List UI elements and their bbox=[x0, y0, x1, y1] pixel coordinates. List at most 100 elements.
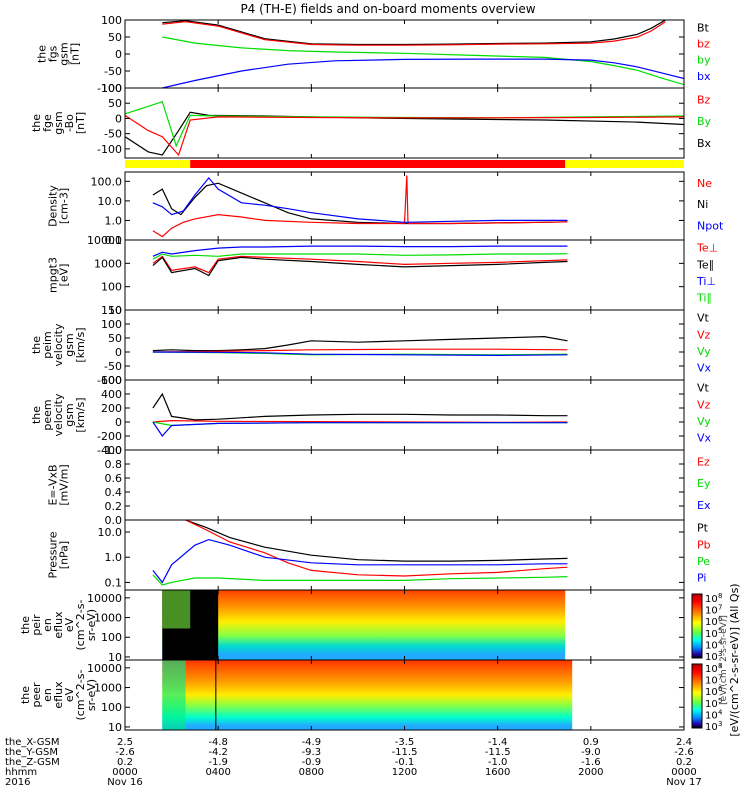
fge-ytick-label: 100 bbox=[101, 82, 122, 95]
fge-ytick-label: 0 bbox=[115, 112, 122, 125]
fge-series-1 bbox=[125, 100, 684, 148]
ephem-z-value: -1.0 bbox=[488, 757, 508, 768]
peem_velocity-series-3 bbox=[152, 421, 568, 437]
colorbar-0-tick-exp: 7 bbox=[718, 604, 722, 612]
fge-ylabel-line: fge bbox=[41, 114, 54, 132]
peem_velocity-ylabel-line: peem bbox=[41, 399, 54, 430]
efield-ylabel-line: E=-VxB bbox=[47, 464, 60, 505]
efield-ytick-label: 0.8 bbox=[105, 458, 123, 471]
colorbar-0-tick-base: 10 bbox=[705, 640, 718, 651]
panels-group: 100500-50-100thefgsgsm[nT]Btbzbybx100500… bbox=[19, 14, 724, 734]
peim_velocity-ylabel-line: [km/s] bbox=[74, 327, 87, 362]
ephem-y-value: -9.3 bbox=[302, 747, 322, 758]
efield-legend-0: Ez bbox=[697, 455, 710, 468]
peem_velocity-legend-3: Vx bbox=[697, 432, 712, 445]
colorbar-1-tick-exp: 8 bbox=[718, 662, 722, 670]
density-legend-2: Npot bbox=[697, 219, 724, 232]
peem_velocity-ytick-label: -200 bbox=[97, 430, 122, 443]
colorbar-1-tick-base: 10 bbox=[705, 664, 718, 675]
ephem-z-value: -1.9 bbox=[208, 757, 228, 768]
peem_velocity-ytick-label: -400 bbox=[97, 444, 122, 457]
peer_en_eflux-ylabel-line: the bbox=[19, 686, 32, 704]
fge-ylabel-line: gsm bbox=[52, 111, 65, 134]
fge-ylabel-line: [nT] bbox=[74, 112, 87, 134]
colorbar-0-tick-exp: 3 bbox=[718, 650, 722, 658]
peer_en_eflux-ytick-label: 1000 bbox=[94, 682, 122, 695]
pressure-ylabel-line: [nPa] bbox=[58, 541, 71, 569]
peem_velocity-ylabel-line: the bbox=[30, 406, 43, 424]
colorbar-1-tick-base: 10 bbox=[705, 676, 718, 687]
pressure-legend-0: Pt bbox=[697, 522, 709, 535]
density-ytick-label: 1.0 bbox=[105, 214, 123, 227]
ephem-row-label-2: the_Z-GSM bbox=[5, 757, 60, 768]
peer_en_eflux-ytick-label: 100 bbox=[101, 701, 122, 714]
peim_velocity-ytick-label: 100 bbox=[101, 318, 122, 331]
panel-pressure: 10.0 1.0 0.1 Pressure[nPa] Pt Pb Pe Pi bbox=[47, 519, 711, 591]
colorbar-1-tick-base: 10 bbox=[705, 710, 718, 721]
mode-bar-segment-1 bbox=[190, 160, 566, 168]
density-ylabel-line: [cm-3] bbox=[58, 188, 71, 224]
peer_en_eflux-ylabel-line: (cm^2-s- bbox=[74, 670, 87, 721]
peim_velocity-ylabel-line: velocity bbox=[52, 323, 65, 366]
fgs-ytick-label: 0 bbox=[115, 48, 122, 61]
peir_en_eflux-lowflux-patch bbox=[162, 590, 191, 629]
colorbar-1-tick-base: 10 bbox=[705, 687, 718, 698]
peir_en_eflux-ylabel-line: peir bbox=[30, 614, 43, 636]
peim_velocity-legend-2: Vy bbox=[697, 345, 711, 358]
peir_en_eflux-ylabel-line: the bbox=[19, 616, 32, 634]
density-ytick-label: 10.0 bbox=[98, 195, 123, 208]
fge-ylabel-line: the bbox=[30, 114, 43, 132]
colorbar-0-tick-base: 10 bbox=[705, 594, 718, 605]
efield-ytick-label: 1.0 bbox=[105, 444, 123, 457]
peer_en_eflux-ylabel-line: peer bbox=[30, 682, 43, 708]
peim_velocity-ytick-label: 50 bbox=[108, 332, 122, 345]
fgs-legend-0: Bt bbox=[697, 21, 710, 34]
time-tick-label: 1200 bbox=[392, 767, 417, 778]
peir_en_eflux-flux-fill bbox=[162, 590, 566, 660]
ephem-x-value: -4.8 bbox=[208, 737, 228, 748]
peir_en_eflux-ylabel-line: eV bbox=[63, 617, 76, 632]
colorbar-0-tick-base: 10 bbox=[705, 629, 718, 640]
pressure-frame bbox=[124, 519, 685, 591]
panel-density: 100.0 10.0 1.0 0.1 Density[cm-3] Ne Ni Npot bbox=[47, 171, 724, 247]
fge-series-2 bbox=[125, 114, 684, 157]
colorbar-0 bbox=[691, 593, 703, 659]
density-ylabel-line: Density bbox=[47, 185, 60, 227]
peer_en_eflux-ylabel-line: en bbox=[41, 688, 54, 702]
density-series-1 bbox=[152, 175, 568, 238]
fge-ytick-label: 50 bbox=[108, 97, 122, 110]
temperature-series-0 bbox=[152, 245, 568, 257]
pressure-legend-1: Pb bbox=[697, 538, 711, 551]
peim_velocity-legend-3: Vx bbox=[697, 362, 712, 375]
peer_en_eflux-ylabel-line: sr-eV) bbox=[85, 679, 98, 711]
peer_en_eflux-ylabel-line: eV bbox=[63, 687, 76, 702]
temperature-series-1 bbox=[152, 253, 568, 260]
panel-temperature: 10000 1000 100 10 mpgt3[eV] Te⊥ Te∥ Ti⊥ Ti∥ bbox=[47, 234, 719, 317]
temperature-ylabel-line: mpgt3 bbox=[47, 257, 60, 293]
peir_en_eflux-ylabel-line: (cm^2-s- bbox=[74, 600, 87, 651]
temperature-legend-1: Te∥ bbox=[696, 258, 714, 271]
density-frame bbox=[124, 171, 685, 241]
ephem-x-value: -3.5 bbox=[395, 737, 415, 748]
ephem-z-value: 0.2 bbox=[676, 757, 692, 768]
fge-legend-1: By bbox=[697, 115, 712, 128]
year-label: 2016 bbox=[5, 777, 30, 788]
fgs-series-2 bbox=[162, 36, 684, 86]
temperature-series-2 bbox=[152, 255, 568, 274]
time-tick-label: 2000 bbox=[578, 767, 603, 778]
peim_velocity-legend-0: Vt bbox=[697, 312, 710, 325]
time-tick-label: 0400 bbox=[205, 767, 230, 778]
fgs-ytick-label: -50 bbox=[104, 65, 122, 78]
pressure-ytick-label: 10.0 bbox=[98, 526, 123, 539]
efield-legend-1: Ey bbox=[697, 477, 711, 490]
ephem-x-value: -1.4 bbox=[488, 737, 508, 748]
fgs-ytick-label: -100 bbox=[97, 82, 122, 95]
peem_velocity-ytick-label: 200 bbox=[101, 402, 122, 415]
efield-ylabel-line: [mV/m] bbox=[58, 464, 71, 505]
pressure-series-1 bbox=[185, 520, 568, 577]
fge-frame bbox=[124, 87, 685, 159]
ephem-y-value: -11.5 bbox=[485, 747, 511, 758]
time-axis: the_X-GSMthe_Y-GSMthe_Z-GSMhhmm20162.5-2… bbox=[5, 737, 702, 788]
colorbar-1-tick-exp: 3 bbox=[718, 720, 722, 728]
